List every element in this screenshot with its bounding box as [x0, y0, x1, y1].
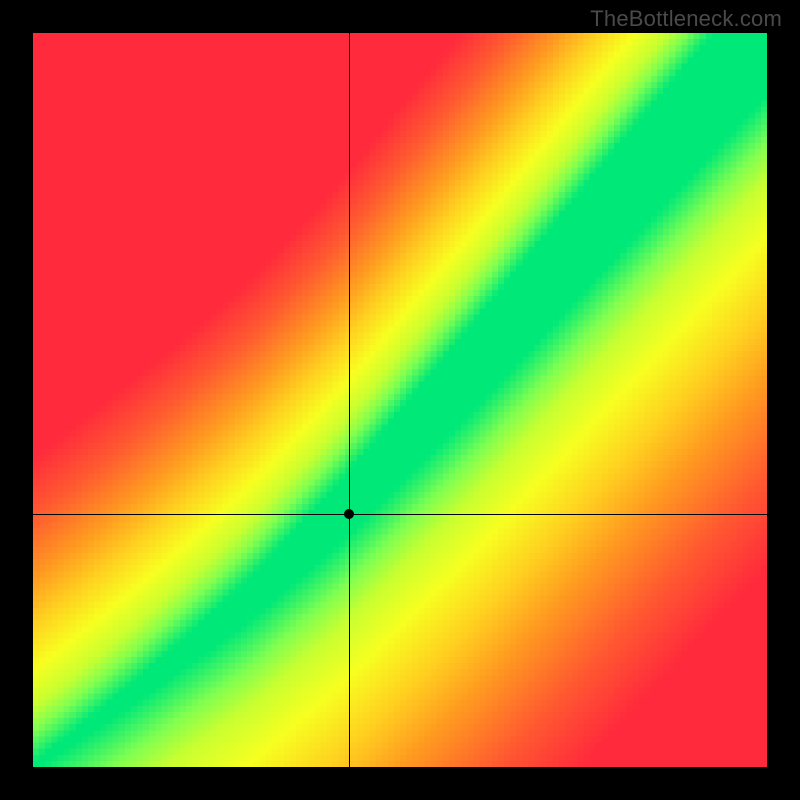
watermark-text: TheBottleneck.com	[590, 6, 782, 32]
crosshair-vertical	[349, 33, 350, 767]
heatmap-canvas	[33, 33, 767, 767]
crosshair-horizontal	[33, 514, 767, 515]
chart-frame: TheBottleneck.com	[0, 0, 800, 800]
plot-area	[33, 33, 767, 767]
marker-dot	[344, 509, 354, 519]
